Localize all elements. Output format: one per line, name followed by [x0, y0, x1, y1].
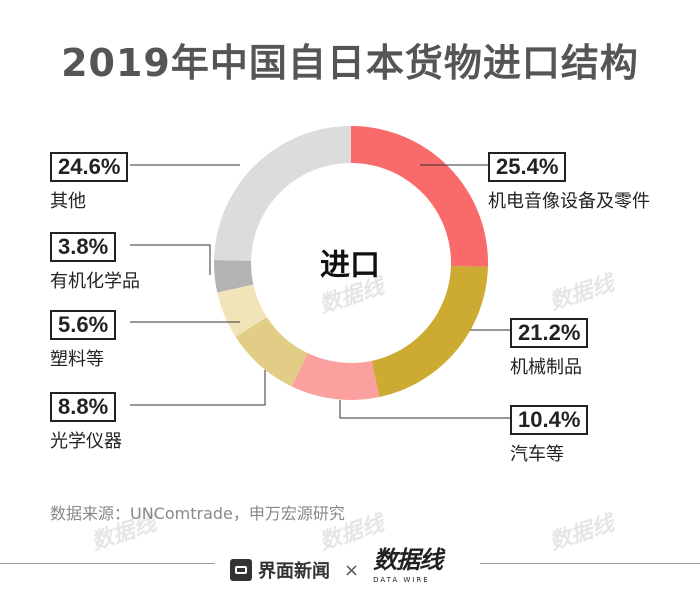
category-label-optical: 光学仪器	[50, 431, 122, 452]
footer-divider	[480, 563, 700, 564]
leader-line	[130, 244, 211, 275]
center-label: 进口	[320, 248, 380, 283]
data-label-vehicles: 10.4%	[510, 405, 589, 435]
donut-slice-6	[214, 126, 351, 261]
times-sign: ×	[344, 559, 360, 581]
datawire-logo-text: 数据线	[373, 546, 443, 574]
data-label-plastics: 5.6%	[50, 310, 117, 340]
leader-line	[130, 370, 266, 406]
donut-slice-2	[291, 353, 380, 400]
source-note: 数据来源：UNComtrade，申万宏源研究	[50, 504, 345, 523]
datawire-logo-sub: DATA WIRE	[373, 576, 430, 584]
brand-name: 界面新闻	[258, 561, 330, 582]
donut-slice-4	[217, 284, 267, 337]
datawire-logo: 数据线 DATA WIRE	[373, 548, 443, 590]
category-label-machinery: 机械制品	[510, 357, 582, 378]
jiemian-logo-icon	[230, 559, 252, 581]
donut-slice-3	[235, 316, 308, 387]
donut-slice-0	[351, 126, 488, 267]
donut-slice-1	[371, 265, 488, 398]
data-label-optical: 8.8%	[50, 392, 117, 422]
category-label-plastics: 塑料等	[50, 349, 104, 370]
footer-brand: 界面新闻 × 数据线 DATA WIRE	[230, 548, 443, 590]
donut-slice-5	[214, 259, 254, 293]
category-label-organic-chemicals: 有机化学品	[50, 271, 140, 292]
data-label-machinery: 21.2%	[510, 318, 589, 348]
category-label-electrical: 机电音像设备及零件	[488, 191, 650, 212]
data-label-electrical: 25.4%	[488, 152, 567, 182]
chart-title: 2019年中国自日本货物进口结构	[61, 41, 639, 85]
data-label-other: 24.6%	[50, 152, 129, 182]
leader-line	[339, 400, 540, 419]
category-label-other: 其他	[50, 191, 86, 212]
data-label-organic-chemicals: 3.8%	[50, 232, 117, 262]
category-label-vehicles: 汽车等	[510, 444, 564, 465]
footer-divider	[0, 563, 215, 564]
